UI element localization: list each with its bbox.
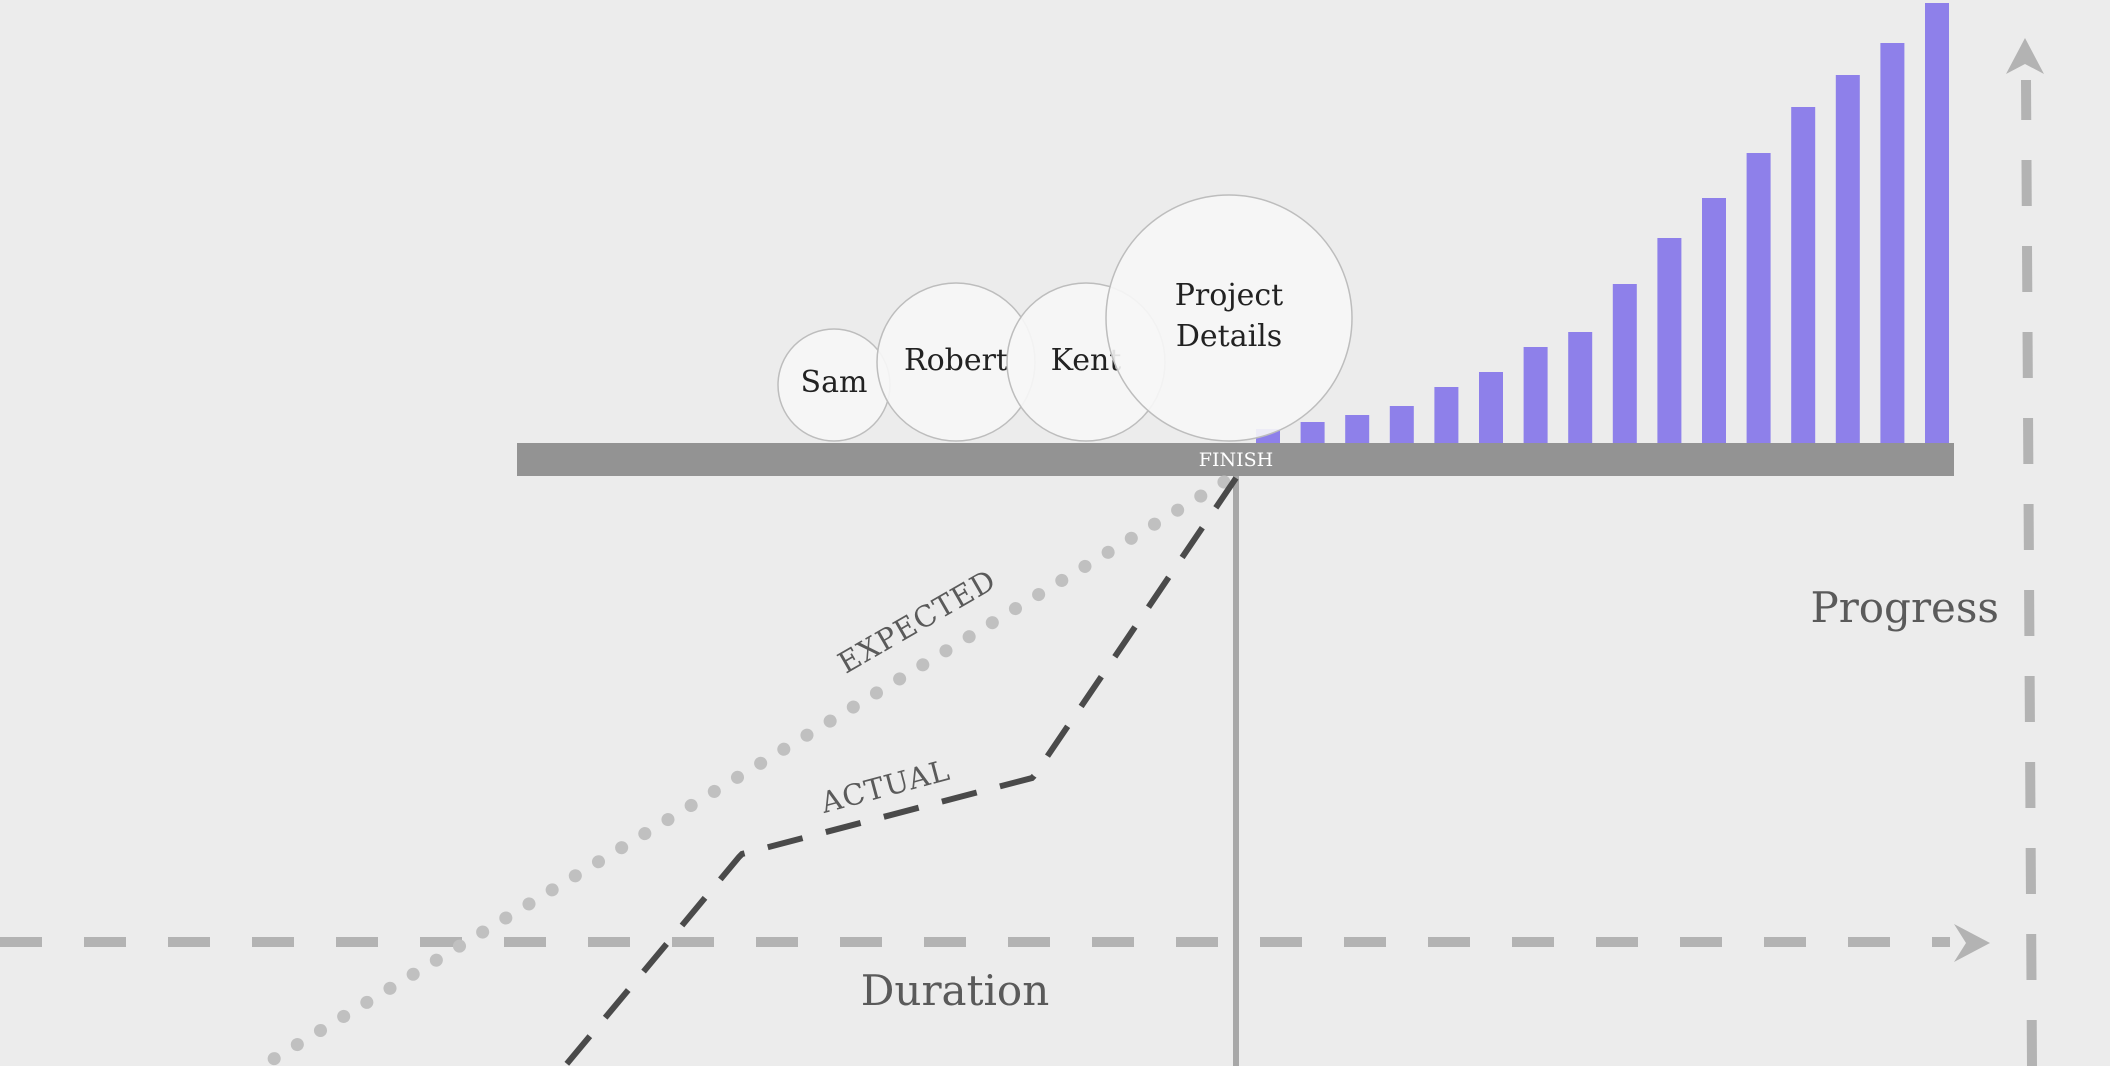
progress-bar [1657,238,1682,443]
bubble-sam: Sam [777,328,891,442]
progress-bar [1479,372,1503,443]
bubble-robert: Robert [876,282,1036,442]
progress-bar [1300,422,1325,443]
actual-label: ACTUAL [816,753,953,820]
finish-label: FINISH [1199,449,1273,471]
progress-bar [1925,3,1949,443]
progress-bar [1434,387,1459,443]
progress-bars [1256,3,1949,443]
bubble-sam-label: Sam [801,365,868,400]
bubble-project-details-line-2: Details [1176,319,1282,354]
progress-bar [1345,415,1370,443]
bubble-project-details: Project Details [1105,194,1353,442]
expected-line [255,475,1231,1066]
progress-bar [1523,347,1548,443]
duration-label: Duration [861,966,1050,1015]
progress-bar [1880,43,1905,443]
finish-band [517,443,1954,476]
progress-label: Progress [1810,583,1999,632]
progress-bar [1791,107,1816,443]
progress-bar [1389,406,1414,443]
bubble-project-details-line-1: Project [1175,278,1284,313]
progress-axis [2021,79,2037,1066]
actual-line [562,476,1239,1066]
progress-bar [1835,75,1860,443]
duration-axis-arrow-icon [1954,924,1990,962]
progress-bar [1568,332,1593,443]
progress-bar [1612,284,1637,443]
progress-bar [1702,198,1726,443]
progress-bar [1746,153,1771,443]
bubble-robert-label: Robert [904,343,1008,378]
progress-axis-arrow-icon [2006,38,2044,74]
